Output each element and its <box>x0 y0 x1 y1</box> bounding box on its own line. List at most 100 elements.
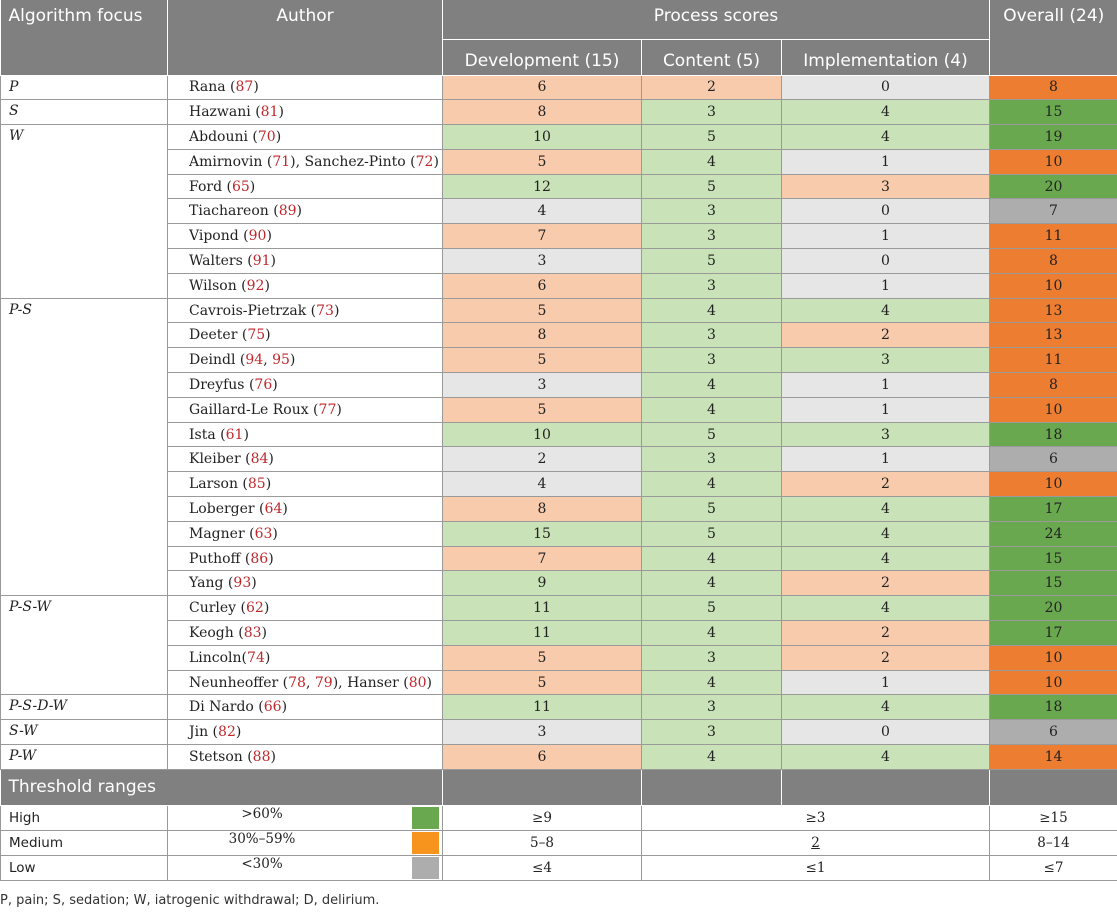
author-cell: Tiachareon (89) <box>167 198 443 225</box>
reference-link[interactable]: 91 <box>252 252 271 269</box>
author-cell: Kleiber (84) <box>167 446 443 473</box>
table-row: Dreyfus (76) 3 4 1 8 <box>1 372 1117 398</box>
development-score: 11 <box>442 595 642 622</box>
reference-link[interactable]: 86 <box>250 550 269 567</box>
reference-link[interactable]: 74 <box>247 649 265 666</box>
development-score: 11 <box>442 620 642 646</box>
implementation-score: 2 <box>781 322 990 349</box>
table-row: Deeter (75) 8 3 2 13 <box>1 322 1117 349</box>
development-score: 3 <box>442 248 642 274</box>
reference-link[interactable]: 81 <box>260 104 279 121</box>
development-score: 5 <box>442 149 642 175</box>
overall-score: 20 <box>989 595 1117 622</box>
author-text: Tiachareon ( <box>189 203 279 220</box>
reference-link[interactable]: 76 <box>254 376 273 393</box>
content-score: 4 <box>641 397 782 423</box>
reference-link[interactable]: 70 <box>257 128 276 145</box>
implementation-score: 3 <box>781 422 990 448</box>
overall-score: 6 <box>989 719 1117 746</box>
table-row: Tiachareon (89) 4 3 0 7 <box>1 198 1117 225</box>
threshold-header-blank <box>989 769 1117 806</box>
table-row: Larson (85) 4 4 2 10 <box>1 471 1117 498</box>
development-score: 3 <box>442 719 642 746</box>
header-overall: Overall (24) <box>989 0 1117 76</box>
content-score: 4 <box>641 149 782 175</box>
content-score: 4 <box>641 471 782 498</box>
reference-link[interactable]: 62 <box>246 600 264 617</box>
development-score: 8 <box>442 322 642 349</box>
reference-link[interactable]: 93 <box>233 575 252 592</box>
development-score: 9 <box>442 570 642 597</box>
reference-link[interactable]: 80 <box>408 674 427 691</box>
author-cell: Keogh (83) <box>167 620 443 646</box>
reference-link[interactable]: 75 <box>247 327 266 344</box>
reference-link[interactable]: 85 <box>247 476 266 493</box>
threshold-header-blank <box>641 769 782 806</box>
algorithm-focus-cell: S <box>0 99 168 126</box>
development-score: 5 <box>442 347 642 374</box>
implementation-score: 0 <box>781 75 990 101</box>
reference-link[interactable]: 71 <box>272 153 291 170</box>
threshold-row: High >60% ≥9 ≥3 ≥15 <box>0 805 1117 831</box>
reference-link[interactable]: 95 <box>272 352 290 369</box>
reference-link[interactable]: 73 <box>316 302 334 319</box>
implementation-score: 1 <box>781 149 990 175</box>
table-row: Keogh (83) 11 4 2 17 <box>1 620 1117 646</box>
table-body: P Rana (87) 6 2 0 8 S Hazwani (81) 8 3 4 15 W Abdouni… <box>0 75 1117 770</box>
content-score: 5 <box>641 496 782 522</box>
reference-link[interactable]: 65 <box>231 178 250 195</box>
footnote: P, pain; S, sedation; W, iatrogenic with… <box>0 893 380 908</box>
author-cell: Rana (87) <box>167 75 443 101</box>
reference-link[interactable]: 72 <box>415 153 434 170</box>
reference-link[interactable]: 83 <box>243 624 262 641</box>
algorithm-focus-cell: P <box>0 75 168 101</box>
author-cell: Larson (85) <box>167 471 443 498</box>
table-row: Magner (63) 15 5 4 24 <box>1 521 1117 547</box>
reference-link[interactable]: 61 <box>225 426 244 443</box>
reference-link[interactable]: 66 <box>263 699 282 716</box>
reference-link[interactable]: 92 <box>246 277 265 294</box>
author-text: Larson ( <box>189 476 248 493</box>
header-algorithm-focus: Algorithm focus <box>0 0 168 76</box>
overall-score: 7 <box>989 198 1117 225</box>
threshold-development: 5–8 <box>442 830 642 856</box>
table-row: P-S Cavrois-Pietrzak (73) 5 4 4 13 <box>0 298 1117 597</box>
reference-link[interactable]: 89 <box>278 203 297 220</box>
reference-link[interactable]: 78 <box>288 674 306 691</box>
author-text: ) <box>278 104 284 121</box>
table-row: Loberger (64) 8 5 4 17 <box>1 496 1117 522</box>
table-row: Neunheoffer (78, 79), Hanser (80) 5 4 1 10 <box>1 670 1117 696</box>
author-text: ) <box>272 376 278 393</box>
author-cell: Puthoff (86) <box>167 546 443 572</box>
reference-link[interactable]: 79 <box>314 674 333 691</box>
author-text: ) <box>433 153 439 170</box>
reference-link[interactable]: 87 <box>235 79 254 96</box>
content-score: 4 <box>641 546 782 572</box>
author-cell: Cavrois-Pietrzak (73) <box>167 298 443 324</box>
author-cell: Walters (91) <box>167 248 443 274</box>
content-score: 4 <box>641 744 782 770</box>
table-row: Vipond (90) 7 3 1 11 <box>1 223 1117 250</box>
content-score: 3 <box>641 719 782 746</box>
author-text: Stetson ( <box>189 748 253 765</box>
reference-link[interactable]: 82 <box>218 724 236 741</box>
threshold-row: Medium 30%–59% 5–8 2 8–14 <box>0 830 1117 856</box>
overall-score: 11 <box>989 347 1117 374</box>
content-score: 5 <box>641 124 782 150</box>
table-row: S Hazwani (81) 8 3 4 15 <box>0 99 1117 126</box>
development-score: 6 <box>442 75 642 101</box>
implementation-score: 4 <box>781 694 990 721</box>
reference-link[interactable]: 64 <box>264 500 283 517</box>
development-score: 5 <box>442 397 642 423</box>
reference-link[interactable]: 77 <box>318 401 337 418</box>
reference-link[interactable]: 94 <box>245 352 264 369</box>
implementation-score: 4 <box>781 496 990 522</box>
reference-link[interactable]: 63 <box>254 525 273 542</box>
reference-link[interactable]: 90 <box>248 228 267 245</box>
header-author: Author <box>167 0 443 76</box>
threshold-overall: 8–14 <box>989 830 1117 856</box>
threshold-color-swatch <box>412 807 439 830</box>
reference-link[interactable]: 84 <box>250 451 269 468</box>
reference-link[interactable]: 88 <box>252 748 271 765</box>
author-text: ) <box>263 600 270 617</box>
